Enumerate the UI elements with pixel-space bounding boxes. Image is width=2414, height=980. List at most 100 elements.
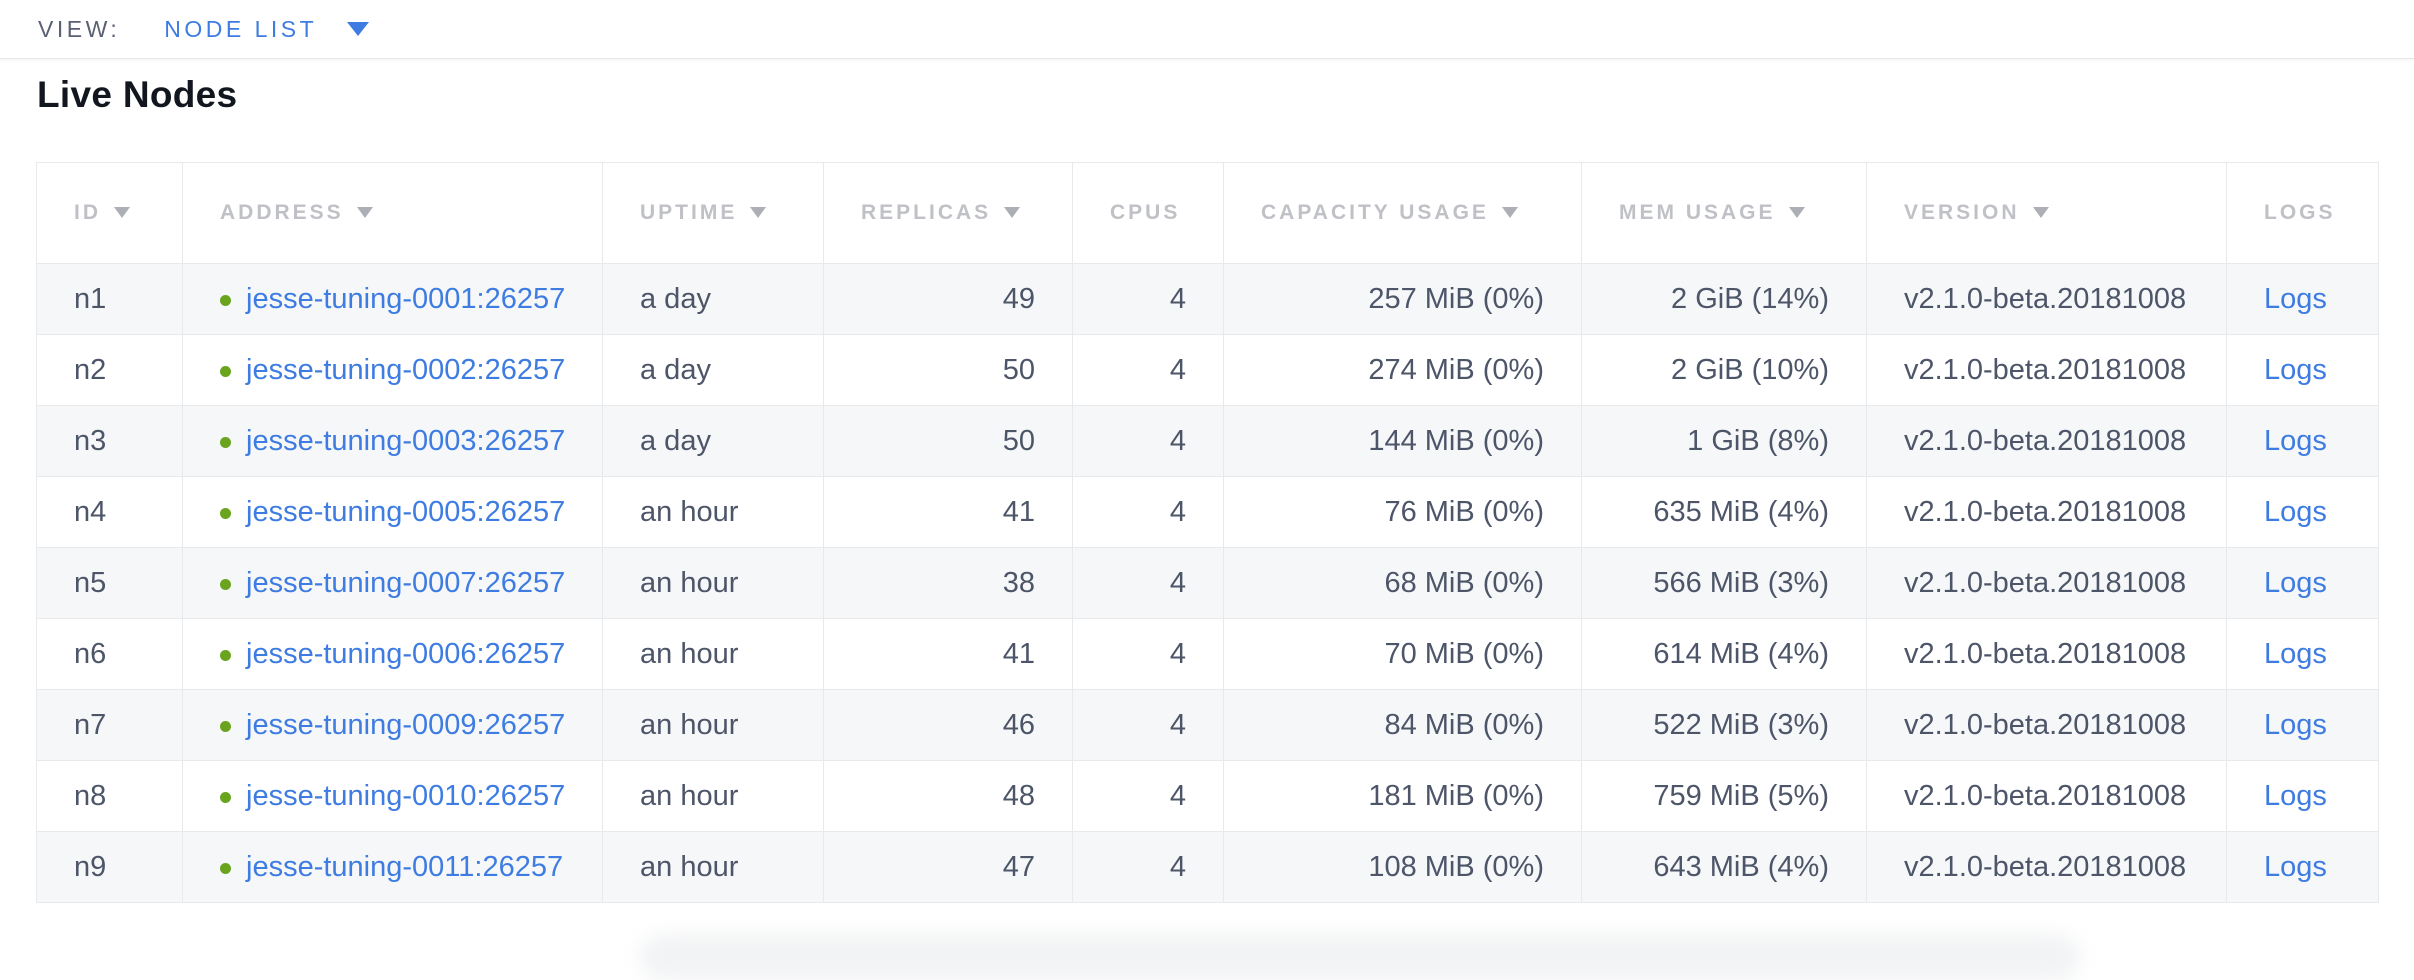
cell-node-address: jesse-tuning-0002:26257 [182, 334, 603, 406]
cell-uptime: an hour [602, 831, 824, 903]
logs-link[interactable]: Logs [2264, 495, 2327, 528]
cell-version: v2.1.0-beta.20181008 [1866, 760, 2227, 832]
column-header-version[interactable]: VERSION [1866, 162, 2227, 264]
cell-node-address: jesse-tuning-0003:26257 [182, 405, 603, 477]
cell-cpus: 4 [1072, 689, 1224, 761]
table-row: n8 jesse-tuning-0010:26257 an hour 48 4 181 M… [36, 760, 2379, 832]
node-address-link[interactable]: jesse-tuning-0010:26257 [246, 779, 566, 812]
cell-node-address: jesse-tuning-0011:26257 [182, 831, 603, 903]
view-selected-value: NODE LIST [164, 15, 318, 42]
node-live-status-icon [220, 365, 231, 377]
column-header-address[interactable]: ADDRESS [182, 162, 603, 264]
cell-version: v2.1.0-beta.20181008 [1866, 334, 2227, 406]
cell-mem-usage: 1 GiB (8%) [1581, 405, 1867, 477]
cell-cpus: 4 [1072, 263, 1224, 335]
column-header-capacity[interactable]: CAPACITY USAGE [1223, 162, 1582, 264]
cell-cpus: 4 [1072, 760, 1224, 832]
cell-capacity-usage: 181 MiB (0%) [1223, 760, 1582, 832]
column-header-label: REPLICAS [861, 201, 992, 224]
sort-caret-icon [750, 207, 767, 218]
cell-node-address: jesse-tuning-0006:26257 [182, 618, 603, 690]
cell-cpus: 4 [1072, 831, 1224, 903]
logs-link[interactable]: Logs [2264, 566, 2327, 599]
cell-replicas: 41 [823, 476, 1073, 548]
node-address-link[interactable]: jesse-tuning-0003:26257 [246, 424, 566, 457]
table-row: n6 jesse-tuning-0006:26257 an hour 41 4 70 Mi… [36, 618, 2379, 690]
page-title: Live Nodes [37, 74, 238, 115]
logs-link[interactable]: Logs [2264, 282, 2327, 315]
column-header-replicas[interactable]: REPLICAS [823, 162, 1073, 264]
cell-node-id: n9 [36, 831, 183, 903]
node-live-status-icon [220, 791, 231, 803]
column-header-logs: LOGS [2226, 162, 2379, 264]
logs-link[interactable]: Logs [2264, 779, 2327, 812]
cell-capacity-usage: 70 MiB (0%) [1223, 618, 1582, 690]
cell-uptime: an hour [602, 760, 824, 832]
cell-uptime: an hour [602, 618, 824, 690]
cell-node-address: jesse-tuning-0010:26257 [182, 760, 603, 832]
column-header-label: VERSION [1904, 201, 2020, 224]
logs-link[interactable]: Logs [2264, 850, 2327, 883]
node-address-link[interactable]: jesse-tuning-0002:26257 [246, 353, 566, 386]
node-live-status-icon [220, 720, 231, 732]
cell-node-id: n1 [36, 263, 183, 335]
cell-node-address: jesse-tuning-0009:26257 [182, 689, 603, 761]
node-address-link[interactable]: jesse-tuning-0007:26257 [246, 566, 566, 599]
node-address-link[interactable]: jesse-tuning-0005:26257 [246, 495, 566, 528]
cell-replicas: 46 [823, 689, 1073, 761]
sort-caret-icon [2032, 207, 2049, 218]
cell-uptime: a day [602, 334, 824, 406]
cell-replicas: 50 [823, 405, 1073, 477]
sort-caret-icon [1501, 207, 1518, 218]
logs-link[interactable]: Logs [2264, 708, 2327, 741]
table-row: n2 jesse-tuning-0002:26257 a day 50 4 274 MiB… [36, 334, 2379, 406]
cell-version: v2.1.0-beta.20181008 [1866, 547, 2227, 619]
node-live-status-icon [220, 507, 231, 519]
node-address-link[interactable]: jesse-tuning-0009:26257 [246, 708, 566, 741]
table-row: n4 jesse-tuning-0005:26257 an hour 41 4 76 Mi… [36, 476, 2379, 548]
sort-caret-icon [1788, 207, 1805, 218]
logs-link[interactable]: Logs [2264, 353, 2327, 386]
cell-logs: Logs [2226, 689, 2379, 761]
sort-caret-icon [356, 207, 373, 218]
cell-mem-usage: 635 MiB (4%) [1581, 476, 1867, 548]
column-header-label: MEM USAGE [1619, 201, 1776, 224]
cell-node-id: n5 [36, 547, 183, 619]
cell-version: v2.1.0-beta.20181008 [1866, 405, 2227, 477]
logs-link[interactable]: Logs [2264, 637, 2327, 670]
cell-cpus: 4 [1072, 334, 1224, 406]
column-header-label: ID [74, 201, 101, 224]
cell-node-id: n6 [36, 618, 183, 690]
table-row: n3 jesse-tuning-0003:26257 a day 50 4 144 MiB… [36, 405, 2379, 477]
view-selector-dropdown[interactable]: NODE LIST [164, 15, 370, 43]
node-address-link[interactable]: jesse-tuning-0011:26257 [246, 850, 564, 883]
node-live-status-icon [220, 436, 231, 448]
node-address-link[interactable]: jesse-tuning-0006:26257 [246, 637, 566, 670]
cell-capacity-usage: 108 MiB (0%) [1223, 831, 1582, 903]
view-label: VIEW: [38, 15, 121, 42]
cell-logs: Logs [2226, 263, 2379, 335]
node-address-link[interactable]: jesse-tuning-0001:26257 [246, 282, 566, 315]
cell-node-id: n4 [36, 476, 183, 548]
live-nodes-table-container: ID ADDRESS UPTIME REPLICAS CPUS CAPACITY USAG… [36, 162, 2379, 903]
table-row: n7 jesse-tuning-0009:26257 an hour 46 4 84 Mi… [36, 689, 2379, 761]
cell-node-address: jesse-tuning-0005:26257 [182, 476, 603, 548]
cell-replicas: 48 [823, 760, 1073, 832]
sort-caret-icon [1004, 207, 1021, 218]
cell-capacity-usage: 274 MiB (0%) [1223, 334, 1582, 406]
logs-link[interactable]: Logs [2264, 424, 2327, 457]
cell-node-id: n7 [36, 689, 183, 761]
column-header-mem[interactable]: MEM USAGE [1581, 162, 1867, 264]
column-header-id[interactable]: ID [36, 162, 183, 264]
table-row: n9 jesse-tuning-0011:26257 an hour 47 4 108 M… [36, 831, 2379, 903]
cell-capacity-usage: 144 MiB (0%) [1223, 405, 1582, 477]
table-row: n5 jesse-tuning-0007:26257 an hour 38 4 68 Mi… [36, 547, 2379, 619]
cell-replicas: 41 [823, 618, 1073, 690]
column-header-uptime[interactable]: UPTIME [602, 162, 824, 264]
cell-version: v2.1.0-beta.20181008 [1866, 831, 2227, 903]
cell-logs: Logs [2226, 334, 2379, 406]
chevron-down-icon [347, 22, 370, 36]
cell-uptime: an hour [602, 476, 824, 548]
column-header-label: LOGS [2264, 201, 2336, 224]
cell-node-id: n3 [36, 405, 183, 477]
